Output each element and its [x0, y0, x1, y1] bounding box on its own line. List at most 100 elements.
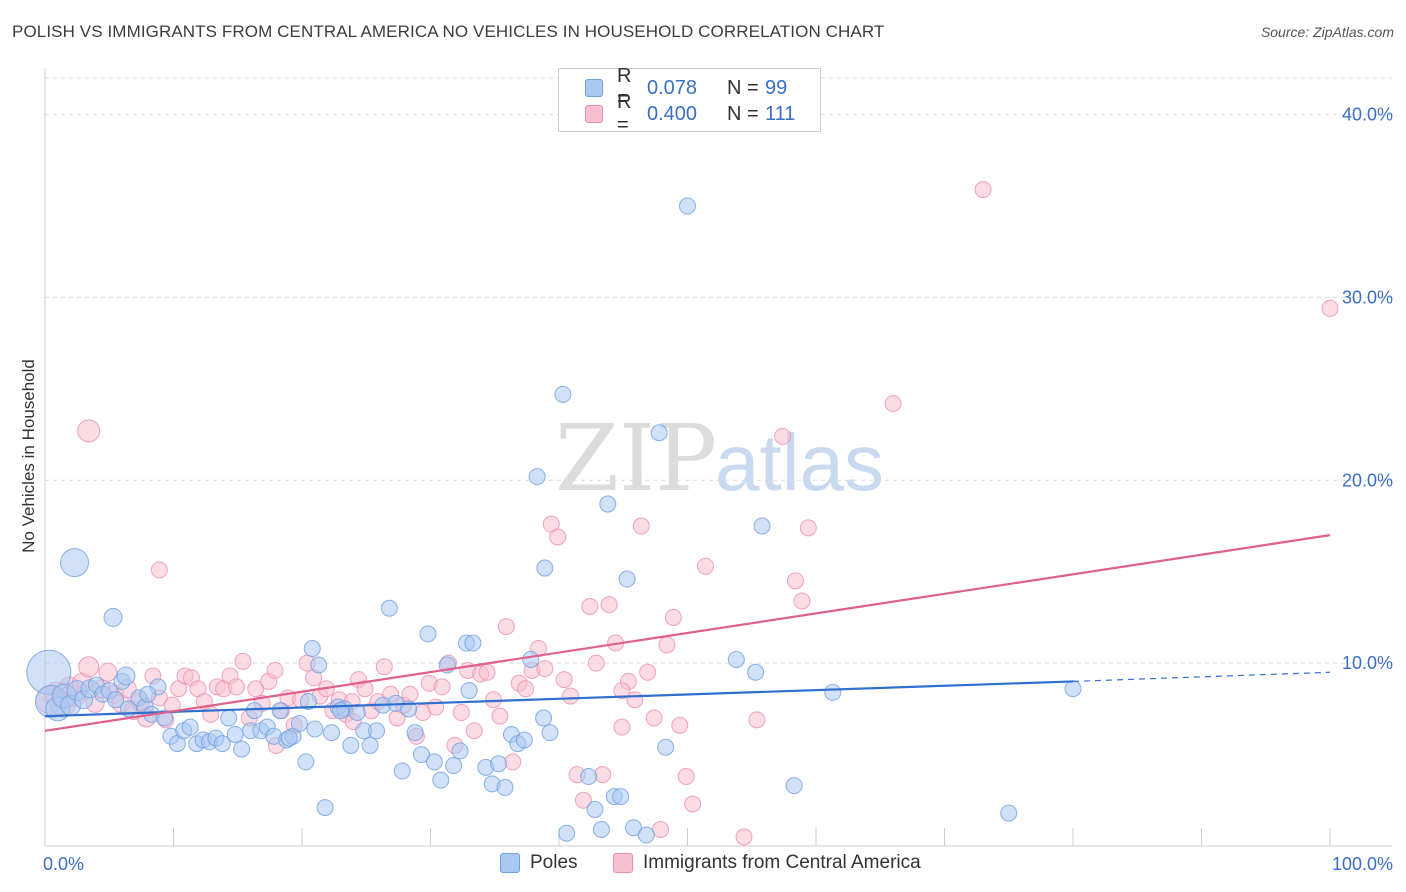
- poles-point: [299, 693, 317, 711]
- poles-point: [361, 736, 379, 754]
- poles-point: [650, 424, 668, 442]
- central-america-point: [684, 795, 702, 813]
- poles-point: [271, 702, 289, 720]
- legend-r-value: 0.078: [647, 76, 698, 99]
- poles-point: [342, 736, 360, 754]
- poles-point: [753, 517, 771, 535]
- poles-point: [451, 742, 469, 760]
- central-america-point: [677, 768, 695, 786]
- poles-point: [618, 570, 636, 588]
- legend-n-label: N =: [727, 102, 759, 125]
- poles-point: [727, 650, 745, 668]
- poles-point: [393, 762, 411, 780]
- series-swatch-blue: [500, 853, 520, 873]
- series-legend-poles: Poles: [500, 852, 578, 874]
- central-america-point: [594, 766, 612, 784]
- y-tick-label: 20.0%: [1342, 470, 1393, 490]
- central-america-point: [234, 652, 252, 670]
- poles-point: [116, 666, 136, 686]
- central-america-point: [587, 654, 605, 672]
- poles-point: [290, 714, 308, 732]
- poles-point: [536, 559, 554, 577]
- points-layer: [26, 181, 1339, 846]
- poles-point: [657, 738, 675, 756]
- legend-swatch-blue: [585, 79, 603, 97]
- central-america-point: [574, 791, 592, 809]
- poles-point: [139, 685, 157, 703]
- poles-point: [226, 725, 244, 743]
- central-america-point: [600, 596, 618, 614]
- poles-point: [785, 777, 803, 795]
- poles-point: [297, 753, 315, 771]
- axis-layer: 10.0% 20.0% 30.0% 40.0% 0.0% 100.0%: [43, 68, 1393, 874]
- central-america-point: [266, 661, 284, 679]
- poles-point: [528, 468, 546, 486]
- poles-point: [213, 735, 231, 753]
- central-america-point: [884, 394, 902, 412]
- central-america-point: [786, 572, 804, 590]
- central-america-point: [478, 663, 496, 681]
- central-america-point: [562, 687, 580, 705]
- chart-title: POLISH VS IMMIGRANTS FROM CENTRAL AMERIC…: [12, 22, 885, 41]
- central-america-point: [652, 821, 670, 839]
- central-america-point: [491, 707, 509, 725]
- central-america-point: [484, 691, 502, 709]
- legend-r-label: R =: [617, 91, 632, 136]
- poles-point: [637, 826, 655, 844]
- poles-point: [679, 197, 696, 215]
- y-tick-label: 10.0%: [1342, 653, 1393, 673]
- poles-point: [406, 724, 424, 742]
- poles-point: [464, 634, 482, 652]
- y-tick-label: 40.0%: [1342, 105, 1393, 125]
- poles-point: [747, 663, 765, 681]
- poles-point: [490, 755, 508, 773]
- central-america-point: [163, 696, 181, 714]
- poles-point: [522, 650, 540, 668]
- poles-point: [1064, 680, 1082, 698]
- poles-point: [316, 799, 334, 817]
- watermark-atlas: atlas: [715, 418, 884, 507]
- central-america-point: [356, 680, 374, 698]
- legend-r-label: R =: [617, 65, 632, 110]
- central-america-point: [1321, 299, 1339, 317]
- central-america-point: [799, 519, 817, 537]
- central-america-point: [696, 557, 714, 575]
- legend-n-label: N =: [727, 76, 759, 99]
- poles-point: [432, 771, 450, 789]
- central-america-point: [227, 678, 245, 696]
- central-america-point: [536, 660, 554, 678]
- legend-row-poles: R = 0.078 N = 99: [585, 65, 788, 110]
- poles-point: [625, 819, 643, 837]
- x-tick-label: 100.0%: [1332, 854, 1393, 874]
- poles-point: [1000, 804, 1018, 822]
- central-america-point: [658, 636, 676, 654]
- poles-trend-extension: [1072, 671, 1331, 683]
- central-america-point: [645, 709, 663, 727]
- y-axis-label: No Vehicles in Household: [19, 359, 38, 553]
- central-america-point: [581, 597, 599, 615]
- series-legend: Poles Immigrants from Central America: [0, 852, 1406, 876]
- central-america-point: [150, 561, 168, 579]
- poles-point: [233, 740, 251, 758]
- poles-point: [245, 702, 263, 720]
- poles-point: [554, 385, 572, 403]
- central-america-point: [735, 828, 753, 846]
- poles-point: [496, 778, 514, 796]
- poles-point: [310, 656, 328, 674]
- poles-point: [280, 729, 298, 747]
- y-tick-label: 30.0%: [1342, 287, 1393, 307]
- central-america-trend-line: [44, 534, 1331, 732]
- central-america-point: [555, 671, 573, 689]
- legend-n-value: 99: [765, 76, 788, 99]
- poles-point: [348, 704, 366, 722]
- central-america-point: [793, 592, 811, 610]
- poles-point: [541, 724, 559, 742]
- central-america-point: [613, 718, 631, 736]
- poles-point: [460, 682, 478, 700]
- legend-row-central-america: R = 0.400 N = 111: [585, 91, 795, 136]
- central-america-point: [452, 704, 470, 722]
- poles-point: [323, 724, 341, 742]
- series-label-central-america: Immigrants from Central America: [643, 852, 921, 873]
- central-america-point: [375, 658, 393, 676]
